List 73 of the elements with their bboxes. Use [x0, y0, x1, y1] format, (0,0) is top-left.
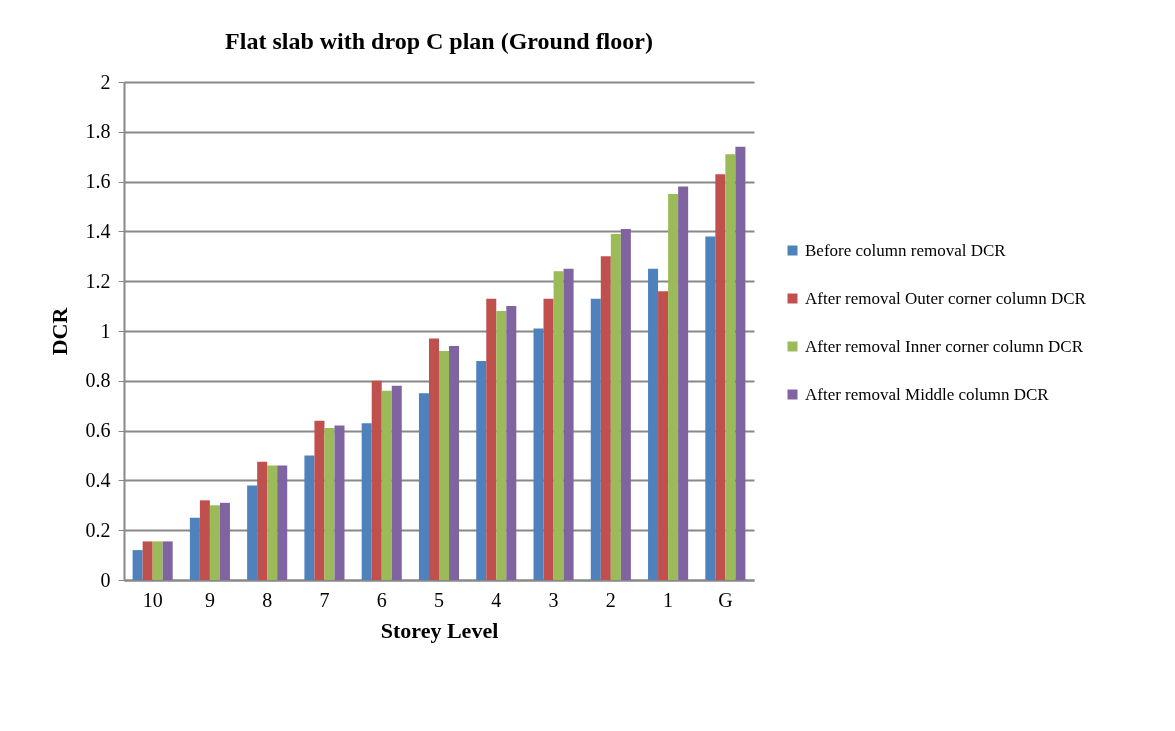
bar [391, 385, 402, 580]
x-tick-label: 7 [319, 588, 330, 611]
y-tick-label: 1.6 [85, 170, 111, 193]
x-tick-label: G [718, 588, 733, 611]
bar [506, 306, 517, 580]
bar [381, 390, 392, 580]
bar [543, 298, 554, 580]
bar [725, 154, 736, 580]
legend-label: After removal Inner corner column DCR [805, 336, 1084, 356]
bar [715, 174, 726, 580]
bar [486, 298, 497, 580]
y-tick-label: 1 [100, 319, 111, 342]
bar [162, 541, 173, 580]
x-axis-title: Storey Level [380, 617, 499, 643]
x-tick-label: 4 [491, 588, 502, 611]
legend-label: After removal Middle column DCR [805, 384, 1050, 404]
bar [152, 541, 163, 580]
y-tick-label: 1.2 [85, 269, 111, 292]
bar [267, 465, 278, 580]
bar [439, 350, 450, 580]
bar [563, 268, 574, 580]
y-tick-label: 0.2 [85, 518, 111, 541]
bar [324, 428, 335, 580]
y-tick-label: 2 [100, 70, 111, 93]
y-tick-label: 0.4 [85, 468, 111, 491]
bar [304, 455, 315, 580]
bar [209, 505, 220, 580]
y-axis-title: DCR [46, 306, 72, 356]
bar [247, 485, 258, 580]
bar [371, 380, 382, 580]
x-tick-label: 2 [605, 588, 616, 611]
y-tick-label: 0 [100, 568, 111, 591]
x-tick-label: 10 [142, 588, 163, 611]
bar [553, 271, 564, 580]
bar [668, 194, 679, 580]
bar [428, 338, 439, 580]
bar [658, 291, 669, 580]
legend-label: After removal Outer corner column DCR [805, 288, 1087, 308]
bar [648, 268, 659, 580]
bar [610, 233, 621, 580]
x-tick-label: 3 [548, 588, 559, 611]
chart-title: Flat slab with drop C plan (Ground floor) [225, 28, 653, 54]
bar [142, 541, 153, 580]
y-tick-label: 1.8 [85, 120, 111, 143]
bar [418, 393, 429, 580]
x-tick-label: 8 [262, 588, 273, 611]
bar [314, 420, 325, 580]
bar [277, 465, 288, 580]
bar [449, 345, 460, 580]
bar [189, 517, 200, 580]
y-tick-label: 0.6 [85, 419, 111, 442]
bar [705, 236, 716, 580]
x-tick-label: 6 [376, 588, 387, 611]
bar [678, 186, 689, 580]
x-tick-label: 9 [204, 588, 215, 611]
bar [476, 360, 487, 580]
y-tick-label: 1.4 [85, 219, 111, 242]
y-tick-label: 0.8 [85, 369, 111, 392]
bar [533, 328, 544, 580]
x-tick-label: 5 [434, 588, 444, 611]
bar [590, 298, 601, 580]
bar [219, 502, 230, 580]
bar [496, 311, 507, 580]
bar [735, 146, 746, 580]
bar [257, 461, 268, 580]
bar [620, 228, 631, 580]
x-tick-label: 1 [663, 588, 674, 611]
bar [334, 425, 345, 580]
bar [199, 500, 210, 580]
bar [132, 550, 143, 580]
bar [600, 256, 611, 580]
legend-label: Before column removal DCR [805, 240, 1007, 260]
bar [361, 423, 372, 580]
